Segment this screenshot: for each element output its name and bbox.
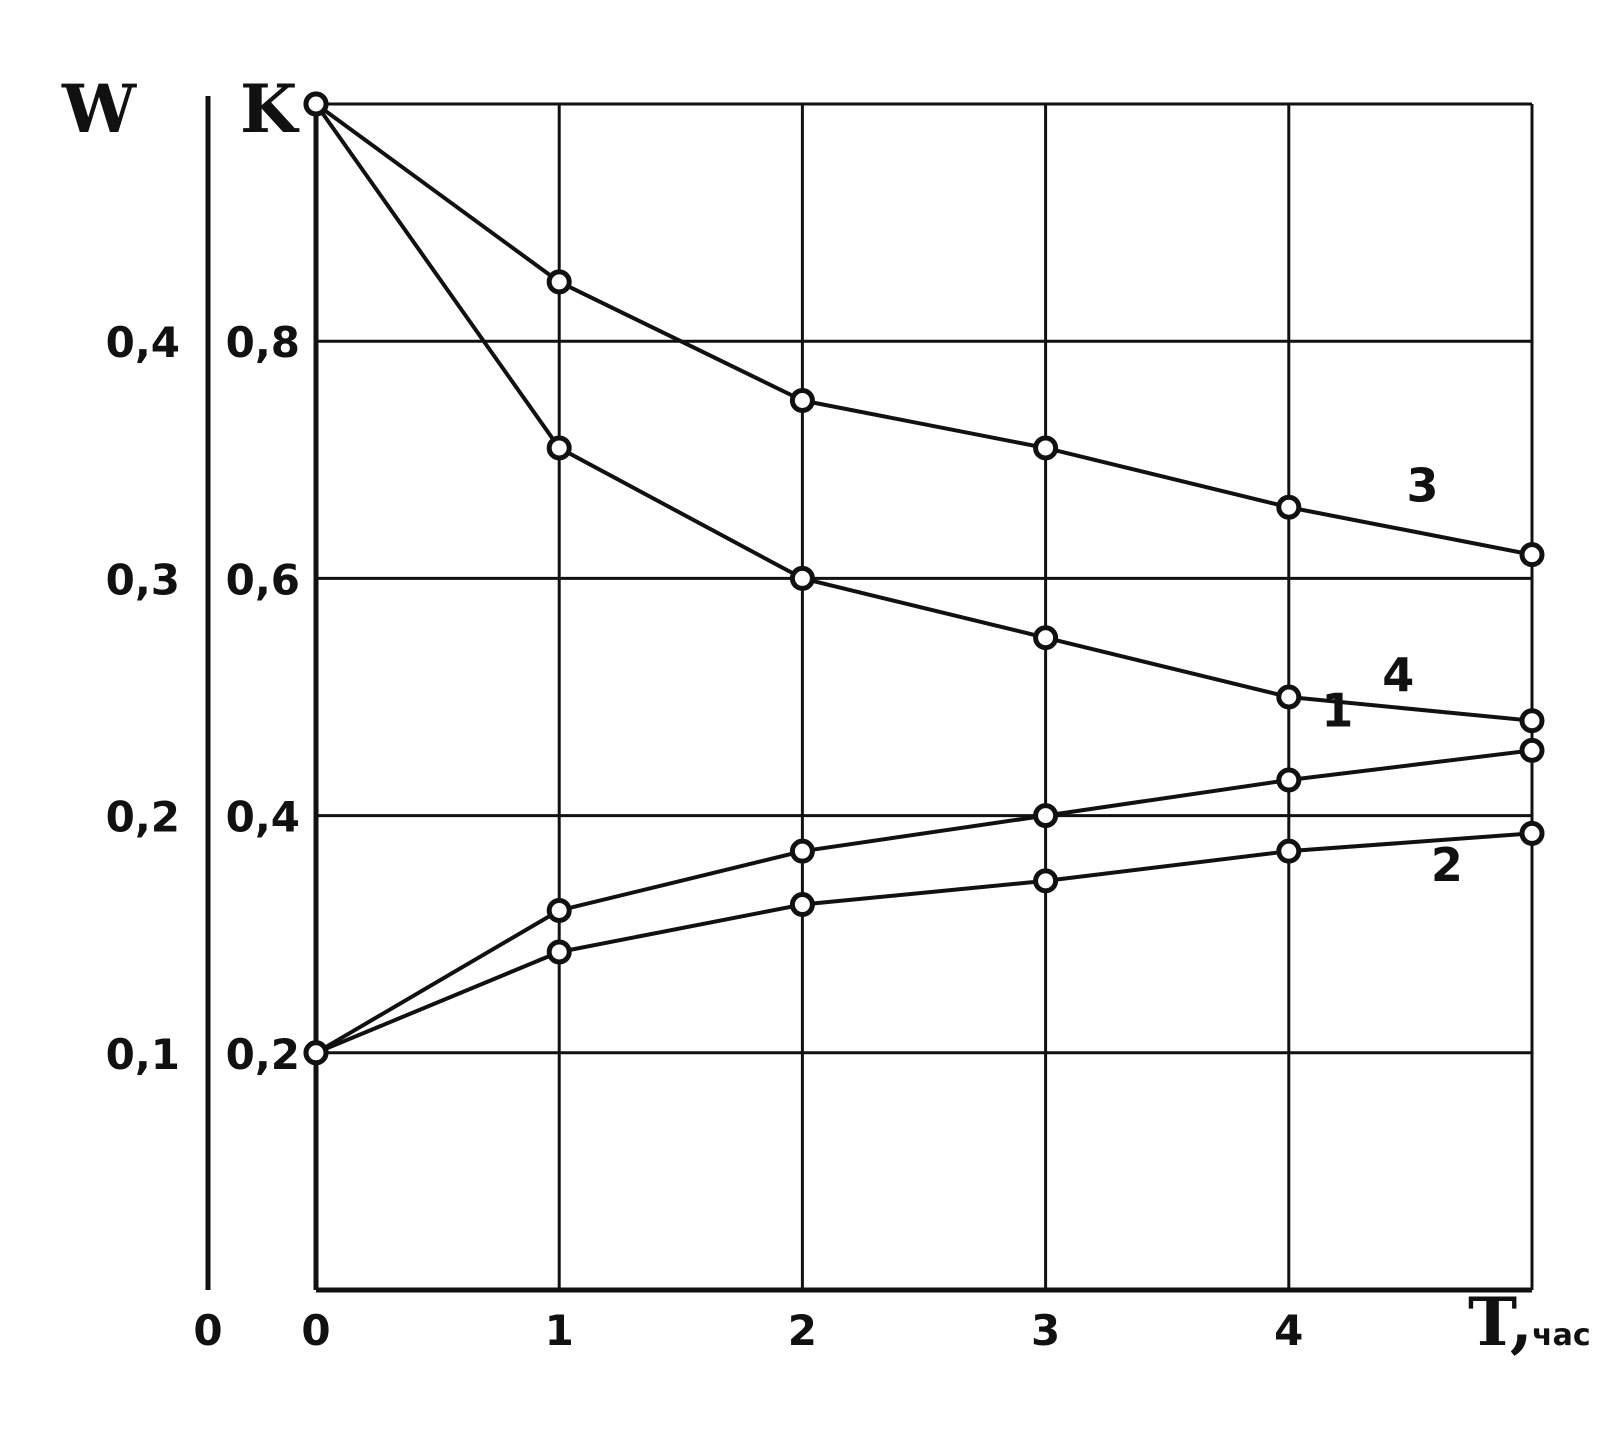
series-4-point [303,91,329,117]
grid [205,96,1534,1293]
w-tick-label: 0,3 [106,555,180,604]
x-tick-label: 4 [1274,1306,1303,1355]
series-2-point [1276,838,1302,864]
series-2-point [1519,820,1545,846]
k-tick-label: 0,8 [226,318,300,367]
labels: 0 1 2 3 4 0,2 0,4 0,6 0,8 0 0,1 0,2 0,3 0,4 1 2 3 4 [106,318,1463,1355]
k-tick-label: 0,4 [226,793,300,842]
series-label-1: 1 [1321,684,1353,738]
series-1-point [1033,803,1059,829]
w-tick-label: 0 [193,1306,222,1355]
series-2-point [546,939,572,965]
series-4-point [789,565,815,591]
series-3-point [789,388,815,413]
w-axis-title: W [61,70,137,148]
series-2-point [1033,868,1059,894]
series-1-point [1276,767,1302,793]
k-axis-title: K [240,70,300,148]
series-4-point [1519,708,1545,734]
w-tick-label: 0,1 [106,1030,180,1079]
x-axis-unit: час [1532,1318,1591,1353]
series-2-point [789,892,815,918]
series-2-point [303,1040,329,1066]
x-tick-label: 0 [301,1306,330,1355]
series-label-2: 2 [1431,838,1463,892]
x-tick-label: 1 [545,1306,574,1355]
series-line-4 [314,102,1533,723]
series-line-1 [314,748,1533,1055]
series-label-4: 4 [1382,648,1414,702]
series-4-point [1276,684,1302,710]
series-layer [303,91,1545,1066]
x-tick-label: 3 [1031,1306,1060,1355]
series-3-point [1519,542,1545,568]
series-line-2 [315,831,1533,1055]
series-3-point [1033,435,1059,461]
k-tick-label: 0,6 [226,555,300,604]
series-1-point [546,897,572,923]
series-3-point [546,269,572,295]
series-3-point [1276,494,1302,520]
k-tick-label: 0,2 [226,1030,300,1079]
x-tick-label: 2 [788,1306,817,1355]
series-line-3 [314,102,1533,557]
series-1-point [789,838,815,864]
x-axis-title: T, [1468,1283,1533,1361]
series-4-point [546,435,572,461]
w-tick-label: 0,4 [106,318,180,367]
series-4-point [1033,625,1059,651]
series-label-3: 3 [1407,458,1439,512]
series-1-point [1519,737,1545,763]
w-tick-label: 0,2 [106,793,180,842]
